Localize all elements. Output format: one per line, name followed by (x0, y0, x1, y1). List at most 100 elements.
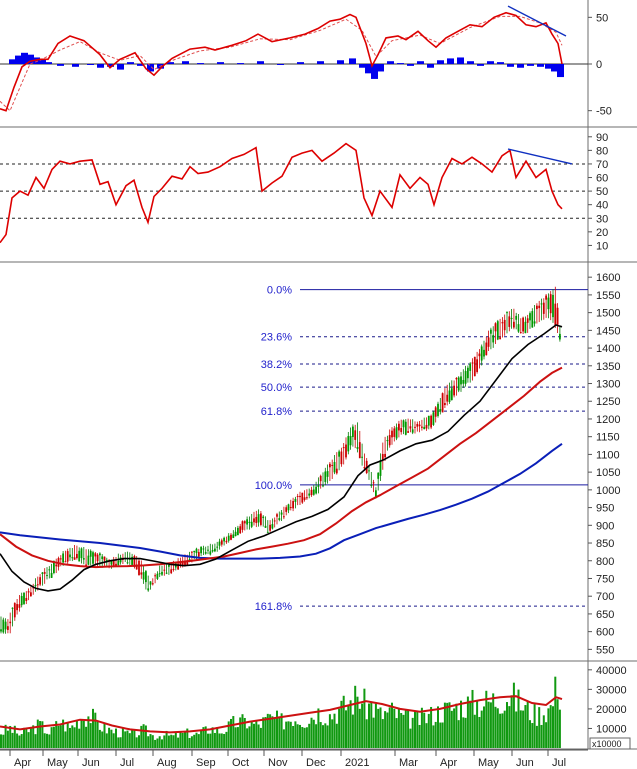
volume-bar (303, 727, 306, 748)
price-tick-label: 1100 (596, 449, 620, 461)
volume-bar (57, 725, 60, 748)
volume-bar (315, 724, 318, 748)
volume-bar (524, 705, 527, 748)
macd-histogram-bar (21, 52, 28, 64)
volume-bar (342, 695, 345, 748)
volume-bar (377, 708, 380, 748)
volume-bar (243, 717, 246, 748)
candle-body (487, 337, 490, 347)
volume-bar (230, 718, 232, 748)
volume-bar (190, 736, 193, 748)
volume-bar (441, 722, 444, 748)
candle-body (414, 426, 416, 428)
volume-bar (317, 708, 320, 748)
candle-body (156, 573, 159, 579)
candle-body (234, 531, 237, 537)
volume-bar (227, 721, 230, 748)
candle-body (545, 295, 547, 300)
candle-body (492, 335, 495, 343)
volume-bar (108, 727, 111, 748)
candle-body (181, 561, 184, 566)
volume-bar (172, 735, 175, 748)
candle-body (315, 486, 317, 494)
volume-bar (411, 717, 414, 748)
macd-tick-label: -50 (596, 106, 612, 118)
candle-body (471, 362, 474, 364)
volume-bar (94, 712, 97, 748)
volume-bar (434, 721, 437, 748)
volume-bar (271, 716, 274, 748)
candle-body (168, 564, 170, 567)
volume-bar (174, 732, 177, 748)
candle-body (30, 592, 32, 597)
candle-body (220, 540, 223, 545)
volume-bar (62, 719, 65, 748)
volume-bar (98, 729, 101, 748)
candle-body (11, 607, 14, 609)
candle-body (138, 560, 140, 576)
candle-body (27, 591, 30, 593)
candle-body (243, 521, 246, 524)
candle-body (147, 588, 150, 591)
volume-bar (483, 706, 485, 748)
candle-body (170, 569, 173, 574)
volume-bar (547, 708, 550, 748)
volume-bar (177, 737, 180, 748)
candle-body (480, 346, 483, 361)
candle-body (384, 453, 386, 458)
volume-bar (126, 730, 129, 748)
candle-body (20, 596, 23, 606)
candle-body (246, 519, 248, 525)
candle-body (342, 447, 345, 449)
macd-histogram-bar (127, 62, 134, 64)
candle-body (404, 421, 407, 435)
candle-body (467, 367, 469, 379)
volume-bar (46, 733, 48, 748)
candle-body (490, 329, 492, 334)
volume-bar (430, 706, 433, 748)
x-tick-label: Nov (268, 757, 288, 769)
candle-body (78, 550, 81, 562)
candle-body (186, 560, 189, 565)
volume-bar (43, 733, 46, 748)
candle-body (260, 513, 262, 525)
candle-body (450, 388, 453, 401)
volume-bar (167, 735, 170, 748)
volume-bar (409, 728, 412, 748)
volume-bar (437, 706, 439, 748)
candle-body (416, 423, 419, 427)
volume-bar (526, 701, 529, 748)
rsi-tick-label: 80 (596, 145, 608, 157)
macd-histogram-bar (497, 62, 504, 64)
macd-histogram-bar (27, 54, 34, 64)
candle-body (524, 321, 527, 334)
volume-bar (278, 716, 281, 748)
volume-bar (443, 702, 446, 748)
volume-bar (103, 722, 106, 748)
candle-body (400, 428, 403, 433)
candle-body (411, 429, 414, 433)
fib-level-label: 161.8% (255, 601, 293, 613)
macd-histogram-bar (147, 64, 154, 72)
volume-bar (512, 682, 515, 748)
candle-body (112, 560, 115, 566)
volume-bar (549, 705, 552, 748)
candle-body (418, 424, 421, 427)
candle-body (542, 302, 545, 314)
price-panel: 1600 1550 1500 1450 1400 1350 1300 1250 1200 1150… (0, 272, 620, 656)
candle-body (154, 575, 156, 577)
volume-bar (101, 731, 104, 748)
volume-bar (165, 730, 168, 748)
macd-signal-line (0, 15, 563, 112)
volume-bar (308, 723, 311, 748)
candle-body (354, 430, 357, 440)
volume-bar (23, 727, 25, 748)
rsi-tick-label: 90 (596, 132, 608, 144)
macd-histogram-bar (487, 61, 494, 64)
volume-bar (533, 704, 536, 748)
volume-bar (266, 713, 269, 748)
volume-bar (416, 710, 419, 748)
candle-body (386, 440, 389, 442)
volume-bar (6, 730, 9, 748)
candle-body (71, 557, 74, 559)
